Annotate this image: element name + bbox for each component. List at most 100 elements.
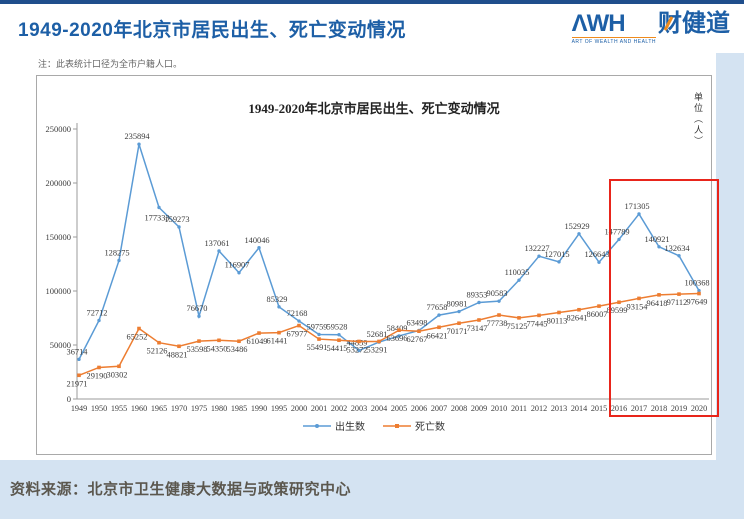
data-point-marker xyxy=(457,321,461,326)
y-tick-label: 150000 xyxy=(46,232,72,242)
data-label: 93154 xyxy=(627,302,649,311)
x-tick-label: 1970 xyxy=(171,404,187,413)
data-point-marker xyxy=(697,288,701,293)
logo-tagline: ART OF WEALTH AND HEALTH xyxy=(571,37,656,45)
x-tick-label: 2010 xyxy=(491,404,507,413)
legend-marker-icon xyxy=(383,423,411,428)
data-label: 54350 xyxy=(207,344,228,353)
data-point-marker xyxy=(697,291,701,296)
data-point-marker xyxy=(137,142,141,146)
data-label: 97649 xyxy=(687,298,708,307)
data-point-marker xyxy=(97,365,101,370)
data-label: 171305 xyxy=(624,202,649,211)
data-point-marker xyxy=(197,339,201,343)
x-tick-label: 2009 xyxy=(471,404,487,413)
data-label: 59528 xyxy=(327,323,348,332)
y-tick-label: 50000 xyxy=(50,340,71,350)
x-tick-label: 2003 xyxy=(351,404,367,413)
data-point-marker xyxy=(317,332,321,337)
data-label: 140046 xyxy=(244,236,269,245)
x-tick-label: 2015 xyxy=(591,404,607,413)
data-label: 96418 xyxy=(647,299,668,308)
data-label: 77445 xyxy=(527,319,548,328)
x-tick-label: 2016 xyxy=(611,404,627,413)
data-label: 67977 xyxy=(287,330,308,339)
data-point-marker xyxy=(677,254,681,258)
data-label: 89599 xyxy=(607,306,628,315)
data-label: 70171 xyxy=(447,327,468,336)
data-label: 48821 xyxy=(167,350,188,359)
data-label: 76670 xyxy=(187,304,208,313)
data-label: 61441 xyxy=(267,337,288,346)
y-tick-label: 250000 xyxy=(46,124,72,134)
data-point-marker xyxy=(117,258,121,263)
data-point-marker xyxy=(617,237,621,242)
x-tick-label: 2013 xyxy=(551,404,567,413)
x-tick-label: 2012 xyxy=(531,404,547,413)
highlight-box xyxy=(609,179,719,417)
x-tick-label: 1949 xyxy=(71,404,87,413)
data-point-marker xyxy=(617,300,621,305)
data-point-marker xyxy=(137,326,141,331)
data-label: 137061 xyxy=(204,239,229,248)
data-label: 58409 xyxy=(387,324,408,333)
data-point-marker xyxy=(257,246,261,250)
data-label: 159273 xyxy=(164,215,189,224)
data-label: 80981 xyxy=(447,300,468,309)
data-label: 77658 xyxy=(427,303,448,312)
x-tick-label: 2018 xyxy=(651,404,667,413)
background-strip xyxy=(716,53,744,460)
y-tick-label: 100000 xyxy=(46,286,72,296)
x-tick-label: 2007 xyxy=(431,404,447,413)
data-label: 44859 xyxy=(347,339,368,348)
data-point-marker xyxy=(217,338,221,343)
data-label: 53598 xyxy=(187,345,208,354)
x-tick-label: 1975 xyxy=(191,404,207,413)
birth-line xyxy=(78,144,700,360)
x-tick-label: 2006 xyxy=(411,404,427,413)
data-label: 90583 xyxy=(487,289,508,298)
data-label: 75125 xyxy=(507,322,528,331)
data-label: 80113 xyxy=(547,316,568,325)
data-point-marker xyxy=(337,338,341,343)
x-tick-label: 2020 xyxy=(691,404,707,413)
legend-item-deaths: 死亡数 xyxy=(383,418,445,433)
x-tick-label: 2001 xyxy=(311,404,327,413)
data-label: 140921 xyxy=(644,235,669,244)
data-point-marker xyxy=(357,348,361,353)
data-label: 127015 xyxy=(544,250,569,259)
axis-unit-label: 单位（人） xyxy=(693,92,703,147)
data-point-marker xyxy=(557,260,561,264)
data-point-marker xyxy=(297,319,301,323)
data-label: 65252 xyxy=(127,333,148,342)
data-point-marker xyxy=(177,344,181,349)
x-tick-label: 2000 xyxy=(291,404,307,413)
legend-item-births: 出生数 xyxy=(303,418,365,433)
data-point-marker xyxy=(237,339,241,344)
data-label: 29190 xyxy=(87,371,108,380)
y-tick-labels: 0 50000 100000 150000 200000 250000 xyxy=(46,124,77,404)
data-label: 59759 xyxy=(307,322,328,331)
data-label: 97112 xyxy=(667,298,688,307)
data-label: 53272 xyxy=(347,345,368,354)
x-tick-label: 2008 xyxy=(451,404,467,413)
death-line xyxy=(78,292,700,376)
chart-title: 1949-2020年北京市居民出生、死亡变动情况 xyxy=(248,101,500,116)
x-tick-label: 1955 xyxy=(111,404,127,413)
data-label: 53486 xyxy=(227,345,248,354)
x-tick-label: 1950 xyxy=(91,404,107,413)
data-point-marker xyxy=(397,328,401,333)
data-point-marker xyxy=(477,300,481,305)
data-label: 86007 xyxy=(587,310,608,319)
data-point-marker xyxy=(597,260,601,264)
legend-marker-icon xyxy=(303,423,331,428)
data-label: 55491 xyxy=(307,343,328,352)
legend-label: 死亡数 xyxy=(415,422,445,433)
data-point-marker xyxy=(537,254,541,258)
data-point-marker xyxy=(337,333,341,337)
data-point-marker xyxy=(197,314,201,318)
data-label: 54415 xyxy=(327,344,348,353)
data-point-marker xyxy=(97,318,101,323)
